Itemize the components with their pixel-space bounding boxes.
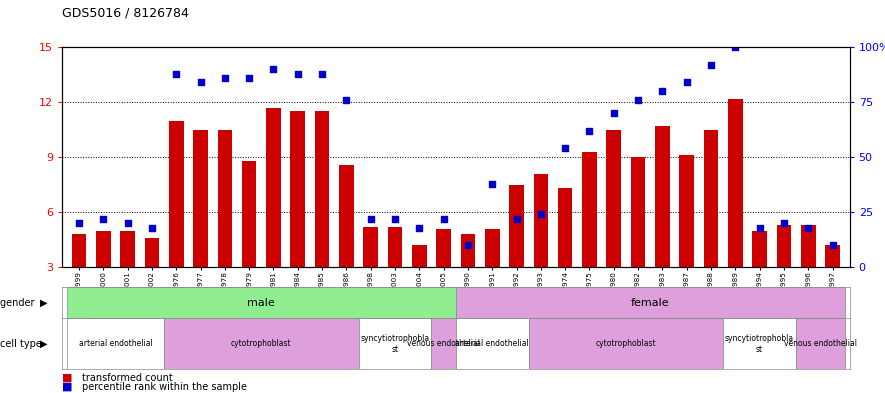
Point — [218, 75, 232, 81]
Bar — [169, 121, 183, 267]
Text: ▶: ▶ — [40, 339, 47, 349]
Text: cytotrophoblast: cytotrophoblast — [596, 340, 657, 348]
Bar — [509, 185, 524, 267]
Point — [315, 70, 329, 77]
Text: cytotrophoblast: cytotrophoblast — [231, 340, 291, 348]
Point — [120, 220, 135, 226]
Point — [485, 180, 499, 187]
Bar — [796, 318, 845, 369]
Bar — [242, 161, 257, 267]
Point — [607, 110, 621, 116]
Bar — [485, 229, 499, 267]
Text: cell type: cell type — [0, 339, 45, 349]
Text: male: male — [248, 298, 275, 308]
Bar — [412, 245, 427, 267]
Point — [72, 220, 86, 226]
Point — [364, 216, 378, 222]
Point — [510, 216, 524, 222]
Point — [194, 79, 208, 86]
Point — [339, 97, 353, 103]
Bar — [558, 188, 573, 267]
Bar — [266, 108, 281, 267]
Bar — [680, 155, 694, 267]
Text: arterial endothelial: arterial endothelial — [79, 340, 152, 348]
Point — [145, 224, 159, 231]
Point — [412, 224, 427, 231]
Bar — [704, 130, 719, 267]
Point — [558, 145, 573, 152]
Point — [582, 128, 596, 134]
Text: GDS5016 / 8126784: GDS5016 / 8126784 — [62, 7, 189, 20]
Text: ▶: ▶ — [40, 298, 47, 308]
Point — [777, 220, 791, 226]
Text: female: female — [631, 298, 670, 308]
Bar — [193, 130, 208, 267]
Point — [436, 216, 450, 222]
Bar — [72, 234, 86, 267]
Point — [461, 242, 475, 248]
Bar — [777, 225, 791, 267]
Text: ■: ■ — [62, 382, 73, 392]
Point — [728, 44, 743, 50]
Text: ■: ■ — [62, 373, 73, 383]
Bar — [801, 225, 816, 267]
Bar — [460, 234, 475, 267]
Bar — [723, 318, 796, 369]
Bar — [120, 231, 135, 267]
Bar — [358, 318, 432, 369]
Point — [169, 70, 183, 77]
Text: venous endothelial: venous endothelial — [784, 340, 857, 348]
Bar — [436, 229, 451, 267]
Text: transformed count: transformed count — [82, 373, 173, 383]
Point — [680, 79, 694, 86]
Bar — [456, 318, 528, 369]
Bar — [631, 157, 645, 267]
Bar — [752, 231, 767, 267]
Bar — [218, 130, 232, 267]
Bar — [364, 227, 378, 267]
Point — [704, 62, 718, 68]
Point — [752, 224, 766, 231]
Bar — [582, 152, 596, 267]
Bar — [432, 318, 456, 369]
Bar — [66, 287, 456, 318]
Bar — [826, 245, 840, 267]
Text: arterial endothelial: arterial endothelial — [456, 340, 529, 348]
Bar — [534, 174, 548, 267]
Bar — [388, 227, 403, 267]
Point — [655, 88, 669, 94]
Point — [266, 66, 281, 72]
Point — [534, 211, 548, 218]
Bar — [164, 318, 358, 369]
Bar — [290, 111, 305, 267]
Point — [242, 75, 257, 81]
Text: syncytiotrophobla
st: syncytiotrophobla st — [360, 334, 429, 354]
Bar — [339, 165, 354, 267]
Bar — [655, 126, 670, 267]
Bar — [144, 238, 159, 267]
Point — [631, 97, 645, 103]
Point — [290, 70, 304, 77]
Text: syncytiotrophobla
st: syncytiotrophobla st — [725, 334, 794, 354]
Text: percentile rank within the sample: percentile rank within the sample — [82, 382, 247, 392]
Point — [388, 216, 402, 222]
Bar — [96, 231, 111, 267]
Text: gender: gender — [0, 298, 38, 308]
Text: venous endothelial: venous endothelial — [407, 340, 481, 348]
Bar — [728, 99, 743, 267]
Bar — [456, 287, 845, 318]
Point — [801, 224, 815, 231]
Point — [96, 216, 111, 222]
Bar — [315, 111, 329, 267]
Bar — [528, 318, 723, 369]
Bar — [606, 130, 621, 267]
Point — [826, 242, 840, 248]
Bar — [66, 318, 164, 369]
